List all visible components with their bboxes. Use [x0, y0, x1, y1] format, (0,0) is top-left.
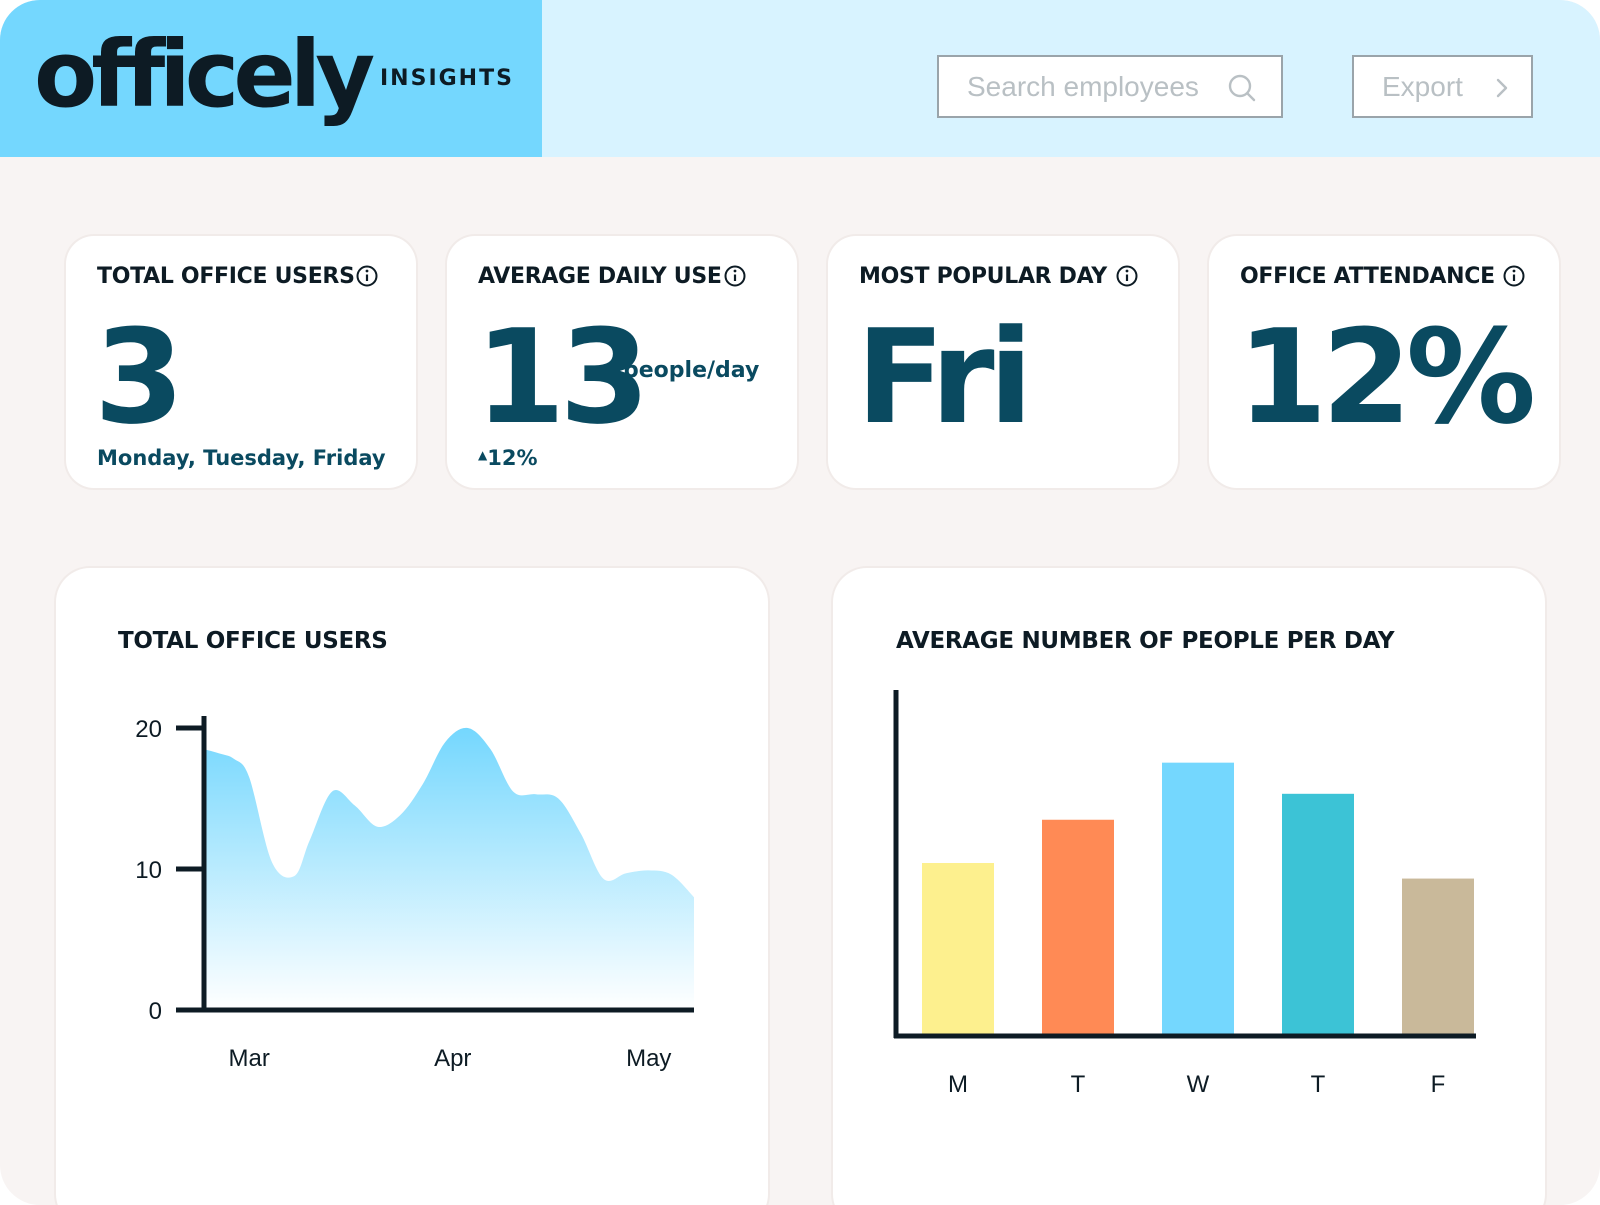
bar-2	[1162, 762, 1234, 1036]
bar-3	[1282, 793, 1354, 1036]
area-chart: 0 10 20 Mar Apr May	[135, 716, 694, 1072]
card-value: 13	[475, 301, 650, 453]
card-office-attendance: OFFICE ATTENDANCE 12%	[1209, 236, 1559, 488]
x-tick-label: W	[1187, 1071, 1210, 1098]
card-most-popular-day: MOST POPULAR DAY Fri	[828, 236, 1178, 488]
search-placeholder: Search employees	[967, 71, 1199, 102]
trend-value: 12%	[487, 446, 538, 470]
trend-up-icon: ▲	[478, 448, 488, 462]
x-tick-label: T	[1311, 1071, 1326, 1098]
info-icon[interactable]	[723, 264, 747, 288]
card-value: 3	[94, 301, 185, 453]
chevron-right-icon	[1496, 78, 1508, 98]
y-tick-label: 20	[135, 716, 162, 743]
x-tick-label: May	[626, 1045, 671, 1072]
info-icon[interactable]	[1502, 264, 1526, 288]
chart-title: TOTAL OFFICE USERS	[118, 628, 388, 654]
section-label: INSIGHTS	[380, 66, 514, 91]
chart-title: AVERAGE NUMBER OF PEOPLE PER DAY	[896, 628, 1395, 654]
search-icon[interactable]	[1227, 73, 1257, 103]
info-icon[interactable]	[1115, 264, 1139, 288]
card-title: MOST POPULAR DAY	[859, 264, 1107, 289]
x-tick-label: T	[1071, 1071, 1086, 1098]
info-icon[interactable]	[355, 264, 379, 288]
card-title: TOTAL OFFICE USERS	[97, 264, 355, 289]
bar-1	[1042, 819, 1114, 1036]
export-label: Export	[1382, 71, 1463, 102]
x-tick-label: Mar	[229, 1045, 270, 1072]
top-bar: officely INSIGHTS Search employees Expor…	[0, 0, 1600, 157]
card-value: Fri	[856, 301, 1033, 453]
card-average-daily-use: AVERAGE DAILY USE 13 people/day ▲12%	[447, 236, 797, 488]
area-series	[204, 727, 694, 1010]
officely-logo[interactable]: officely	[34, 21, 375, 128]
x-tick-label: F	[1431, 1071, 1446, 1098]
card-total-office-users: TOTAL OFFICE USERS 3 Monday, Tuesday, Fr…	[66, 236, 416, 488]
panel-average-people-per-day: AVERAGE NUMBER OF PEOPLE PER DAY M T W T F	[833, 568, 1545, 1205]
card-subtitle: Monday, Tuesday, Friday	[97, 446, 386, 470]
brand-block: officely INSIGHTS	[0, 0, 542, 157]
export-button[interactable]: Export	[1352, 55, 1533, 118]
bar-0	[922, 863, 994, 1036]
y-tick-label: 10	[135, 857, 162, 884]
y-tick-label: 0	[149, 998, 162, 1025]
x-tick-label: M	[948, 1071, 968, 1098]
card-unit: people/day	[623, 358, 760, 383]
bar-4	[1402, 878, 1474, 1036]
trend-indicator: ▲12%	[478, 446, 538, 470]
panel-total-office-users: TOTAL OFFICE USERS 0 10 20 Mar Apr May	[56, 568, 768, 1205]
x-tick-label: Apr	[434, 1045, 471, 1072]
search-employees-input[interactable]: Search employees	[937, 55, 1283, 118]
card-value: 12%	[1237, 301, 1536, 453]
card-title: AVERAGE DAILY USE	[478, 264, 722, 289]
card-title: OFFICE ATTENDANCE	[1240, 264, 1495, 289]
